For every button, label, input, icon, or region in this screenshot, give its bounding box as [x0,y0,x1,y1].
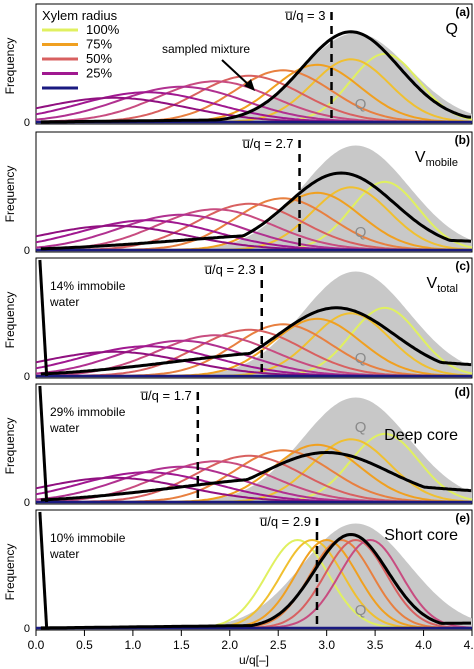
sampled-mixture-curve [40,532,471,630]
y-axis-label: Frequency [3,166,17,223]
mixture-arrow [221,59,251,87]
y-axis-label: Frequency [3,38,17,95]
q-label: Q [355,350,367,367]
panel-3: 14% immobile water u̅/q = 2.3 Q Vtotal (c) Fre… [3,257,473,383]
sampled-mixture-curve [40,451,472,502]
legend-label: 25% [86,66,112,81]
sampled-mixture-curve [40,171,472,251]
x-tick-label: 3.0 [318,638,335,652]
panel-title-sub: mobile [426,157,458,169]
panel-frame [35,3,473,125]
y-axis-label: Frequency [3,292,17,349]
x-tick-label: 2.5 [270,638,287,652]
panel-title: Deep core [384,427,458,444]
panel-title-main: Deep core [384,427,458,444]
panel-letter: (d) [455,385,470,399]
panel-4: 29% immobile water u̅/q = 1.7 Q Deep core (d)… [3,383,473,509]
panel-2: u̅/q = 2.7 Q Vmobile (b) Frequency 0 [3,131,473,257]
sampled-mixture-curve [40,30,471,124]
mean-label: u̅/q = 3 [285,8,326,23]
panel-frame [35,383,473,505]
legend: Xylem radius 100%75%50%25% [42,8,120,90]
panel-letter: (b) [455,133,470,147]
sampled-mixture-curve [40,306,472,376]
y-tick-label: 0 [24,371,30,383]
y-axis-label: Frequency [3,544,17,601]
legend-label: 75% [86,37,112,52]
x-tick-label: 4.0 [415,638,432,652]
y-axis-label: Frequency [3,418,17,475]
x-tick-label: 1.5 [173,638,190,652]
x-tick-label: 2.0 [221,638,238,652]
mixture-arrowhead [244,79,255,91]
panel-title-main: V [415,149,426,166]
panel-title-main: V [427,275,438,292]
immobile-label: water [49,295,79,309]
q-label: Q [355,602,367,619]
immobile-spike [38,511,49,629]
panel-frame [35,131,473,253]
y-tick-label: 0 [24,245,30,257]
mean-label: u̅/q = 1.7 [140,388,192,403]
panel-1: u̅/q = 3 Q Q (a) Frequency 0 [3,3,473,129]
panel-title: Vmobile [415,149,458,169]
y-tick-label: 0 [24,497,30,509]
immobile-label: 29% immobile [50,405,126,419]
panel-letter: (a) [455,5,470,19]
legend-label: 50% [86,51,112,66]
reference-distribution [132,523,472,628]
panel-frame [35,509,473,631]
panel-title-main: Short core [384,527,458,544]
x-tick-label: 0.5 [76,638,93,652]
panel-letter: (e) [455,511,470,525]
y-tick-label: 0 [24,623,30,635]
mean-label: u̅/q = 2.7 [242,136,294,151]
panel-title: Vtotal [427,275,458,295]
mean-label: u̅/q = 2.3 [204,262,256,277]
immobile-label: 14% immobile [50,279,126,293]
legend-label: 100% [86,22,120,37]
immobile-spike [38,259,49,377]
panel-title: Q [446,21,458,38]
x-axis: u/q[–] 0.0 0.5 1.0 1.5 2.0 2.5 3.0 3.5 4.0 4.5 [28,630,474,667]
x-tick-label: 1.0 [125,638,142,652]
q-label: Q [355,224,367,241]
panel-title-sub: total [437,283,458,295]
legend-title: Xylem radius [42,8,118,23]
x-tick-label: 4.5 [464,638,474,652]
q-label: Q [355,419,367,436]
x-tick-label: 3.5 [367,638,384,652]
panel-letter: (c) [455,259,470,273]
y-tick-label: 0 [24,117,30,129]
reference-distribution [132,271,472,376]
x-tick-label: 0.0 [28,638,45,652]
panel-5: 10% immobile water u̅/q = 2.9 Q Short core (e… [3,509,473,635]
immobile-spike [38,385,49,503]
panel-title-main: Q [446,21,458,38]
reference-distribution [132,145,472,250]
x-axis-label: u/q[–] [239,653,269,667]
immobile-label: water [49,421,79,435]
annotations: sampled mixture [162,42,255,91]
panels: u̅/q = 3 Q Q (a) Frequency 0 u̅/q = 2.7 Q Vmobil… [3,3,473,635]
immobile-label: water [49,547,79,561]
q-label: Q [355,96,367,113]
mean-label: u̅/q = 2.9 [259,514,311,529]
reference-distribution [132,397,472,502]
mixture-annotation: sampled mixture [162,42,250,56]
panel-title: Short core [384,527,458,544]
immobile-label: 10% immobile [50,531,126,545]
panel-frame [35,257,473,379]
